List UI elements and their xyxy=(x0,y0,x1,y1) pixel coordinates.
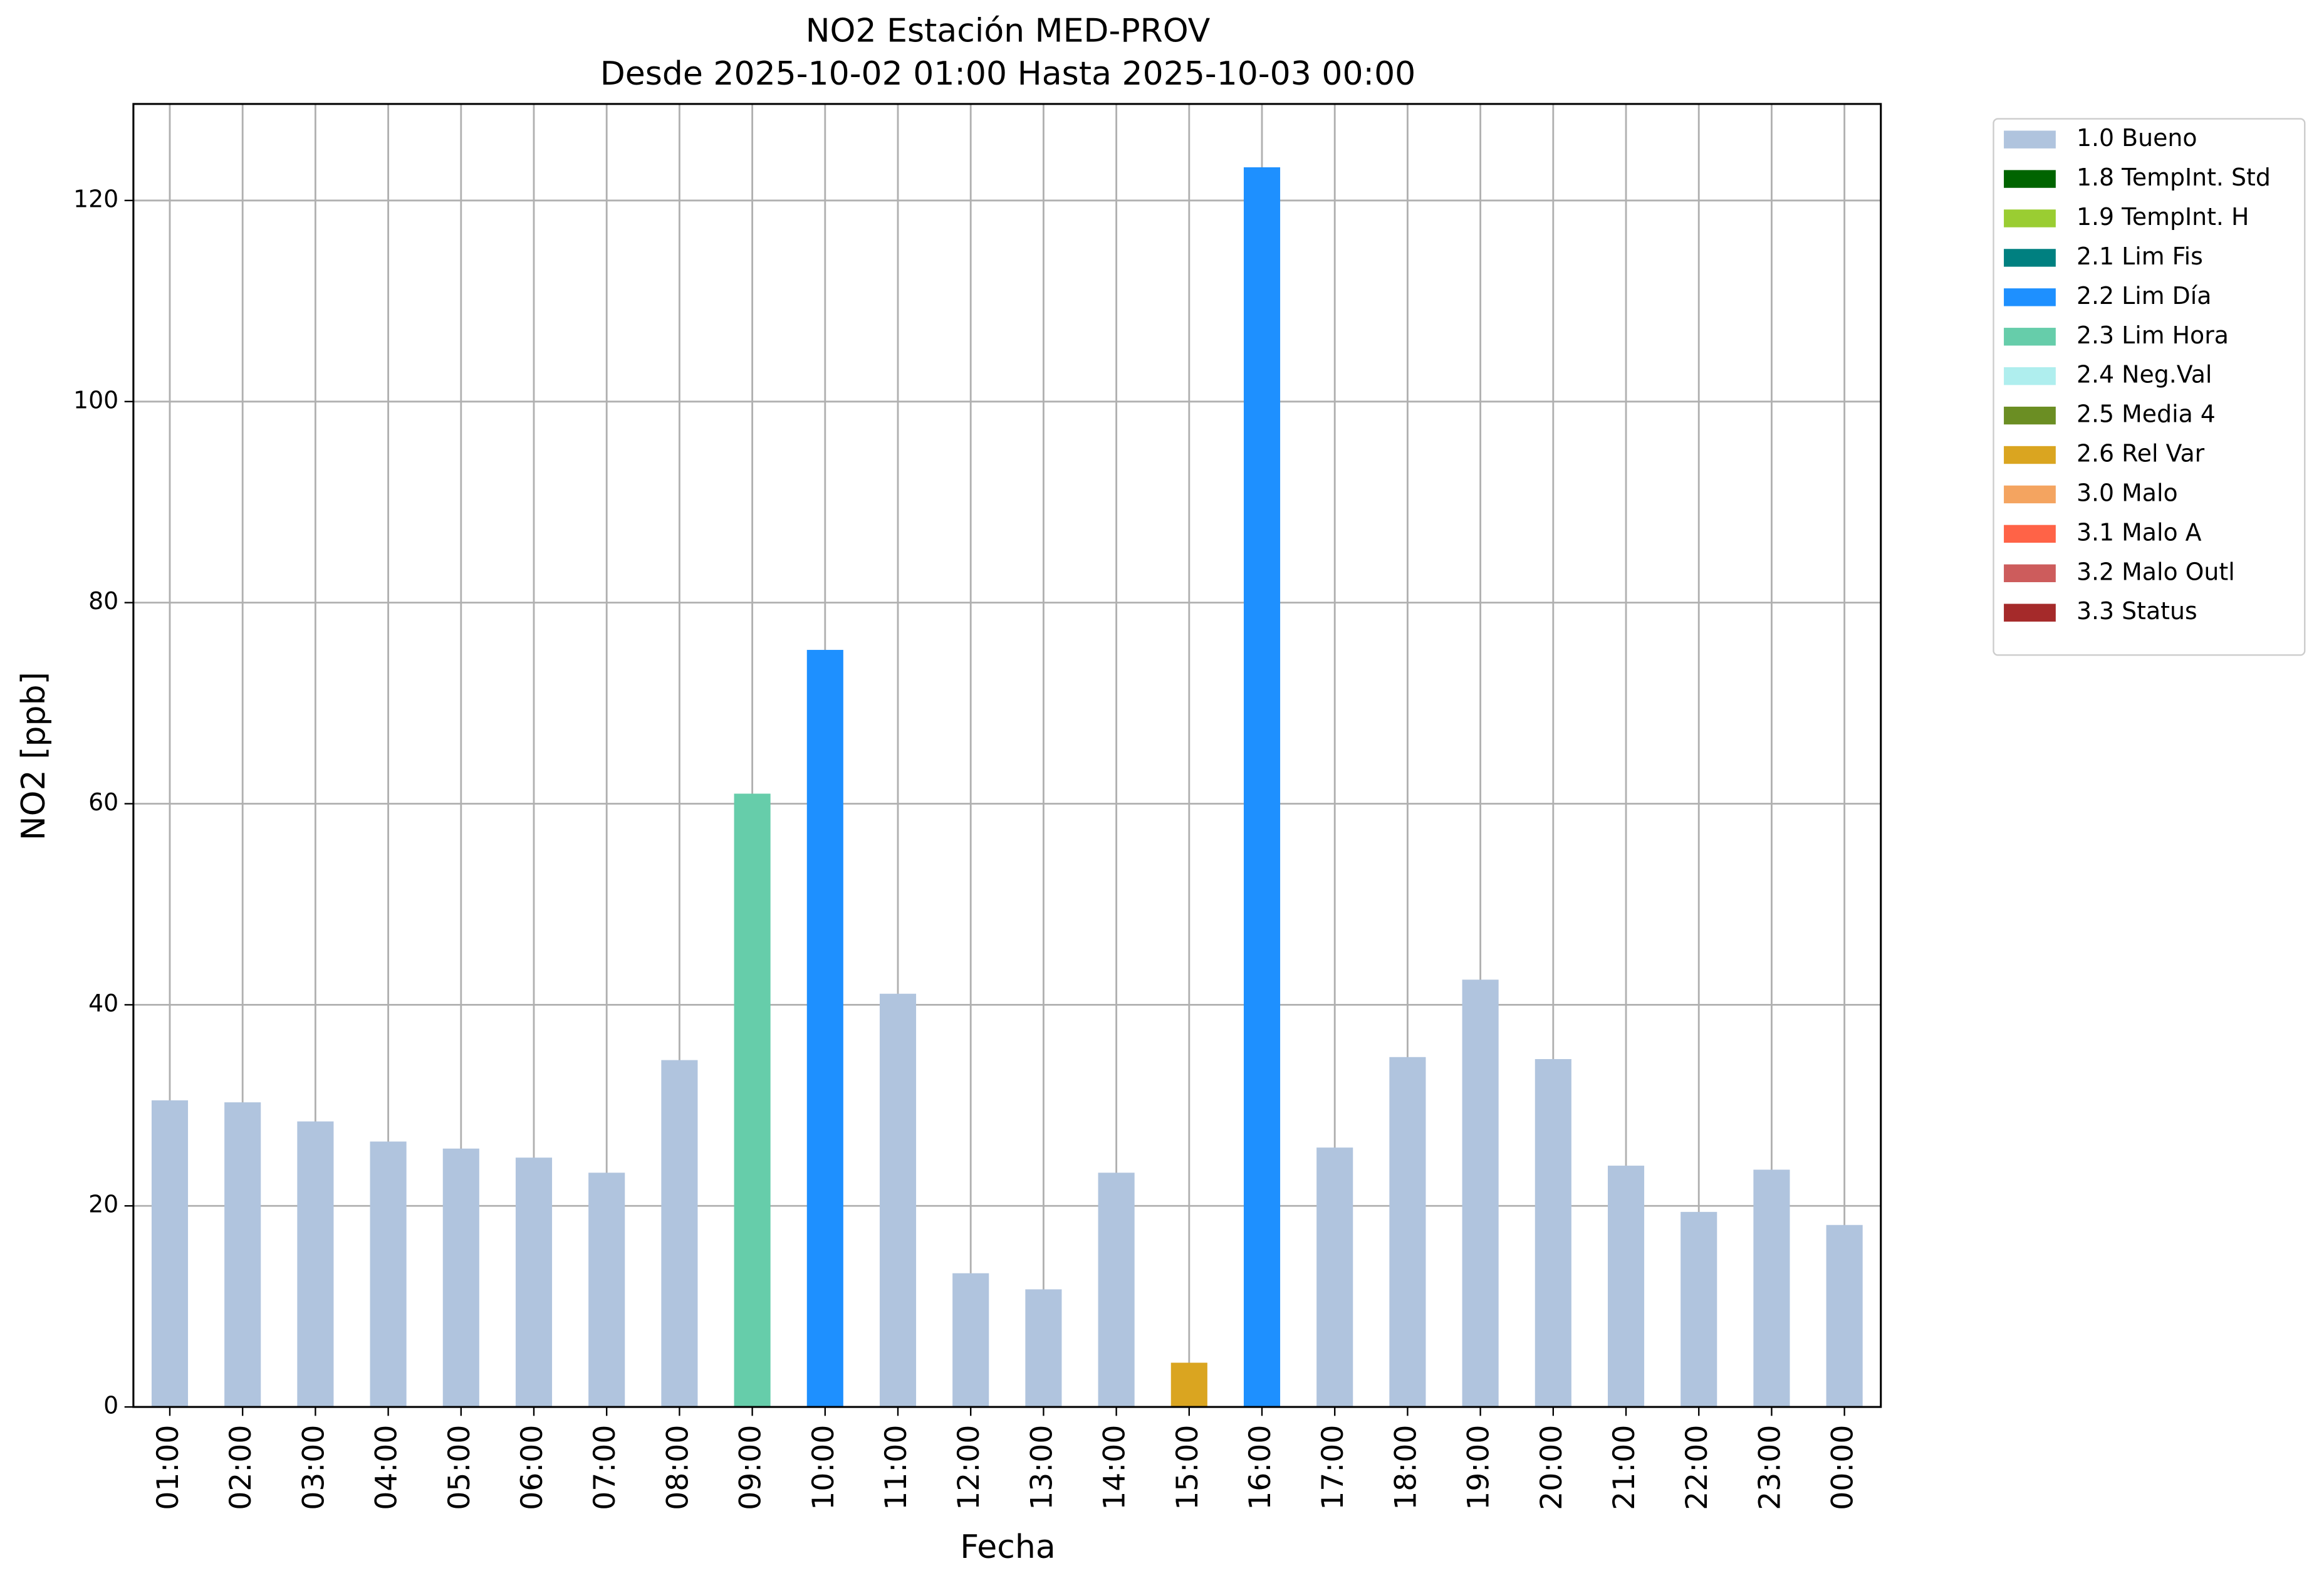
bar xyxy=(588,1173,625,1408)
legend-swatch xyxy=(2004,130,2056,149)
y-tick-label: 40 xyxy=(88,990,118,1017)
bar xyxy=(224,1102,261,1408)
bar xyxy=(1243,167,1281,1408)
x-tick-label: 15:00 xyxy=(1170,1424,1205,1510)
legend-swatch xyxy=(2004,603,2056,622)
y-tick-label: 20 xyxy=(88,1191,118,1218)
bar xyxy=(370,1141,407,1408)
legend-label: 2.5 Media 4 xyxy=(2076,400,2216,428)
x-tick-label: 01:00 xyxy=(151,1424,185,1510)
legend-label: 2.1 Lim Fis xyxy=(2076,243,2203,270)
legend-swatch xyxy=(2004,288,2056,306)
x-tick-label: 21:00 xyxy=(1607,1424,1642,1510)
legend-swatch xyxy=(2004,525,2056,543)
y-tick-label: 120 xyxy=(73,185,118,212)
legend-swatch xyxy=(2004,209,2056,227)
bar xyxy=(1316,1147,1353,1408)
bar xyxy=(1025,1289,1062,1408)
x-tick-label: 19:00 xyxy=(1462,1424,1496,1510)
legend-label: 1.9 TempInt. H xyxy=(2076,203,2249,231)
x-tick-label: 02:00 xyxy=(224,1424,258,1510)
y-tick-label: 60 xyxy=(88,788,118,816)
legend-label: 3.3 Status xyxy=(2076,597,2197,625)
y-tick-label: 0 xyxy=(103,1392,118,1419)
y-tick-label: 100 xyxy=(73,386,118,414)
bar xyxy=(734,793,771,1408)
legend-label: 2.6 Rel Var xyxy=(2076,440,2205,468)
legend-box xyxy=(1993,118,2306,656)
x-tick-label: 18:00 xyxy=(1389,1424,1423,1510)
legend-label: 2.2 Lim Día xyxy=(2076,282,2211,310)
bar xyxy=(151,1100,189,1408)
legend-label: 3.1 Malo A xyxy=(2076,518,2202,546)
x-axis-label: Fecha xyxy=(960,1528,1056,1566)
bar xyxy=(1607,1166,1645,1408)
legend-label: 2.4 Neg.Val xyxy=(2076,361,2212,389)
bar xyxy=(442,1148,479,1408)
bar xyxy=(806,650,843,1408)
y-axis-label: NO2 [ppb] xyxy=(15,672,53,840)
legend-swatch xyxy=(2004,367,2056,385)
bar xyxy=(661,1060,698,1408)
x-tick-label: 22:00 xyxy=(1680,1424,1714,1510)
legend-swatch xyxy=(2004,485,2056,504)
legend-swatch xyxy=(2004,406,2056,425)
x-tick-label: 00:00 xyxy=(1826,1424,1860,1510)
x-tick-label: 16:00 xyxy=(1243,1424,1278,1510)
bar xyxy=(1462,979,1499,1408)
x-tick-label: 17:00 xyxy=(1316,1424,1350,1510)
x-tick-label: 09:00 xyxy=(734,1424,768,1510)
plot-frame xyxy=(132,103,1882,1408)
legend-label: 2.3 Lim Hora xyxy=(2076,321,2229,349)
bar xyxy=(515,1157,553,1408)
bar xyxy=(1098,1173,1135,1408)
bar xyxy=(952,1273,989,1408)
bar xyxy=(297,1121,334,1408)
bar xyxy=(1170,1362,1207,1408)
legend-swatch xyxy=(2004,564,2056,582)
x-tick-label: 13:00 xyxy=(1024,1424,1059,1510)
bar xyxy=(879,993,917,1408)
x-tick-label: 11:00 xyxy=(879,1424,914,1510)
x-tick-label: 03:00 xyxy=(296,1424,331,1510)
bar xyxy=(1680,1211,1717,1408)
x-tick-label: 12:00 xyxy=(952,1424,986,1510)
bar xyxy=(1826,1225,1863,1408)
legend-swatch xyxy=(2004,328,2056,346)
chart-title: NO2 Estación MED-PROV xyxy=(806,12,1211,50)
y-tick-label: 80 xyxy=(88,587,118,615)
x-tick-label: 07:00 xyxy=(588,1424,622,1510)
legend-swatch xyxy=(2004,170,2056,188)
legend-label: 1.8 TempInt. Std xyxy=(2076,164,2271,191)
x-tick-label: 14:00 xyxy=(1098,1424,1132,1510)
chart-subtitle: Desde 2025-10-02 01:00 Hasta 2025-10-03 … xyxy=(600,55,1416,93)
x-tick-label: 05:00 xyxy=(442,1424,477,1510)
legend-swatch xyxy=(2004,249,2056,267)
legend-swatch xyxy=(2004,446,2056,464)
x-tick-label: 10:00 xyxy=(806,1424,841,1510)
legend-label: 1.0 Bueno xyxy=(2076,124,2197,152)
x-tick-label: 20:00 xyxy=(1535,1424,1569,1510)
legend-label: 3.2 Malo Outl xyxy=(2076,558,2235,585)
x-tick-label: 23:00 xyxy=(1753,1424,1787,1510)
bar xyxy=(1535,1059,1571,1408)
x-tick-label: 08:00 xyxy=(660,1424,695,1510)
bar xyxy=(1389,1057,1426,1408)
x-tick-label: 04:00 xyxy=(370,1424,404,1510)
legend-label: 3.0 Malo xyxy=(2076,479,2178,506)
x-tick-label: 06:00 xyxy=(515,1424,550,1510)
bar xyxy=(1753,1169,1790,1408)
